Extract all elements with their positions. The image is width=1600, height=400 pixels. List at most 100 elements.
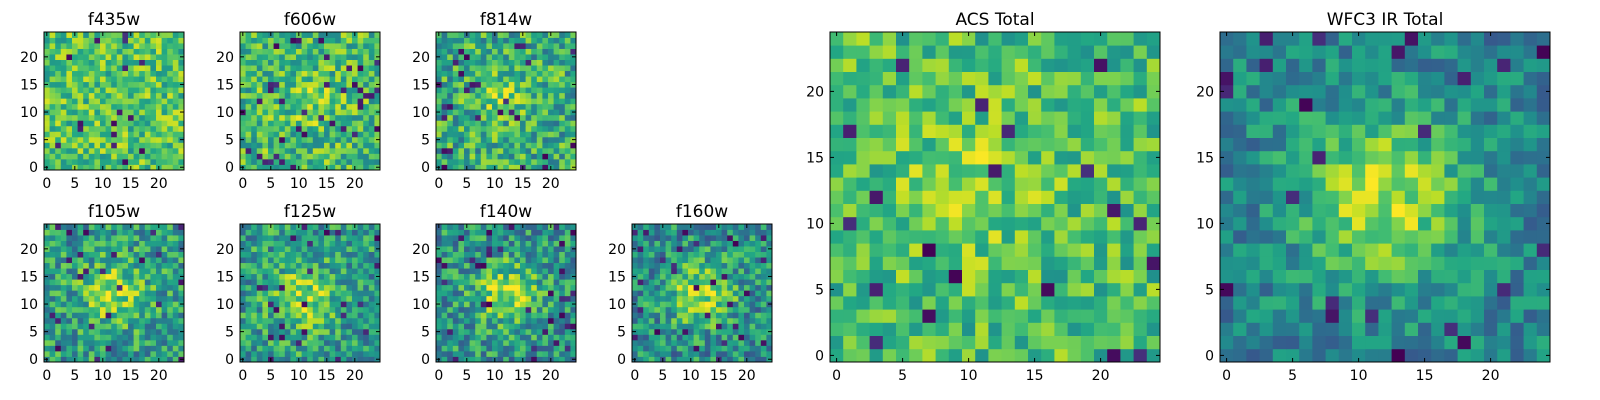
- heatmap-cell: [452, 54, 459, 60]
- heatmap-cell: [480, 323, 487, 330]
- heatmap-cell: [922, 203, 936, 218]
- heatmap-cell: [72, 246, 78, 252]
- heatmap-cell: [475, 251, 482, 258]
- heatmap-cell: [139, 246, 146, 252]
- heatmap-cell: [475, 153, 482, 160]
- heatmap-cell: [111, 114, 118, 121]
- heatmap-cell: [520, 114, 526, 121]
- heatmap-cell: [508, 323, 515, 330]
- heatmap-cell: [531, 334, 538, 341]
- heatmap-cell: [542, 114, 549, 121]
- heatmap-cell: [514, 125, 521, 132]
- heatmap-cell: [475, 142, 482, 149]
- heatmap-cell: [55, 120, 62, 127]
- heatmap-cell: [357, 323, 364, 330]
- heatmap-cell: [648, 279, 655, 286]
- heatmap-cell: [503, 356, 510, 363]
- heatmap-cell: [766, 262, 773, 269]
- heatmap-cell: [144, 120, 151, 127]
- heatmap-cell: [363, 136, 370, 143]
- heatmap-cell: [262, 251, 269, 258]
- heatmap-cell: [324, 229, 330, 236]
- heatmap-cell: [352, 284, 358, 291]
- heatmap-cell: [329, 273, 336, 280]
- heatmap-cell: [570, 59, 577, 66]
- heatmap-cell: [55, 323, 62, 330]
- heatmap-cell: [144, 147, 151, 154]
- heatmap-cell: [671, 279, 678, 286]
- heatmap-cell: [637, 229, 644, 236]
- heatmap-cell: [268, 323, 274, 330]
- heatmap-cell: [144, 114, 151, 121]
- heatmap-cell: [542, 339, 549, 346]
- heatmap-cell: [447, 312, 454, 319]
- heatmap-cell: [88, 240, 95, 247]
- heatmap-cell: [357, 235, 364, 241]
- heatmap-cell: [447, 81, 454, 88]
- heatmap-cell: [436, 147, 442, 154]
- heatmap-cell: [290, 164, 297, 171]
- heatmap-cell: [559, 98, 566, 105]
- heatmap-cell: [116, 136, 123, 143]
- heatmap-cell: [139, 334, 146, 341]
- heatmap-cell: [1094, 296, 1108, 310]
- heatmap-cell: [738, 356, 745, 363]
- heatmap-cell: [329, 224, 336, 230]
- heatmap-cell: [139, 70, 146, 77]
- heatmap-cell: [520, 268, 526, 275]
- heatmap-cell: [357, 246, 364, 252]
- heatmap-cell: [458, 323, 465, 330]
- heatmap-cell: [262, 158, 269, 165]
- heatmap-cell: [520, 37, 526, 44]
- heatmap-cell: [564, 240, 571, 247]
- heatmap-cell: [66, 120, 73, 127]
- heatmap-cell: [935, 256, 950, 270]
- heatmap-cell: [100, 334, 106, 341]
- heatmap-cell: [935, 322, 950, 336]
- heatmap-cell: [1107, 216, 1121, 231]
- heatmap-cell: [100, 92, 106, 99]
- heatmap-cell: [128, 59, 134, 66]
- heatmap-cell: [520, 290, 526, 297]
- heatmap-cell: [324, 279, 330, 286]
- heatmap-cell: [1041, 203, 1055, 218]
- heatmap-cell: [111, 356, 118, 363]
- heatmap-cell: [116, 103, 123, 110]
- heatmap-cell: [105, 147, 112, 154]
- heatmap-cell: [570, 70, 577, 77]
- heatmap-cell: [346, 54, 353, 60]
- heatmap-cell: [318, 131, 325, 138]
- heatmap-cell: [167, 317, 174, 324]
- heatmap-cell: [357, 48, 364, 55]
- heatmap-cell: [492, 37, 498, 44]
- heatmap-cell: [447, 284, 454, 291]
- heatmap-cell: [94, 147, 101, 154]
- heatmap-cell: [447, 59, 454, 66]
- heatmap-cell: [1028, 309, 1042, 323]
- heatmap-cell: [497, 328, 504, 335]
- heatmap-cell: [710, 317, 717, 324]
- heatmap-cell: [251, 114, 258, 121]
- heatmap-cell: [150, 125, 157, 132]
- heatmap-cell: [161, 158, 168, 165]
- heatmap-cell: [564, 98, 571, 105]
- heatmap-cell: [44, 317, 50, 324]
- heatmap-cell: [508, 279, 515, 286]
- heatmap-cell: [458, 257, 465, 264]
- heatmap-cell: [340, 290, 347, 297]
- heatmap-cell: [469, 125, 476, 132]
- heatmap-cell: [301, 48, 308, 55]
- heatmap-cell: [882, 150, 897, 165]
- heatmap-cell: [1001, 322, 1016, 336]
- heatmap-cell: [256, 109, 263, 116]
- heatmap-cell: [77, 65, 84, 72]
- heatmap-cell: [1120, 309, 1134, 323]
- heatmap-cell: [520, 120, 526, 127]
- heatmap-cell: [559, 251, 566, 258]
- heatmap-cell: [100, 87, 106, 94]
- heatmap-cell: [749, 224, 756, 230]
- heatmap-cell: [869, 230, 884, 244]
- heatmap-cell: [122, 350, 129, 357]
- heatmap-cell: [88, 131, 95, 138]
- heatmap-cell: [909, 256, 923, 270]
